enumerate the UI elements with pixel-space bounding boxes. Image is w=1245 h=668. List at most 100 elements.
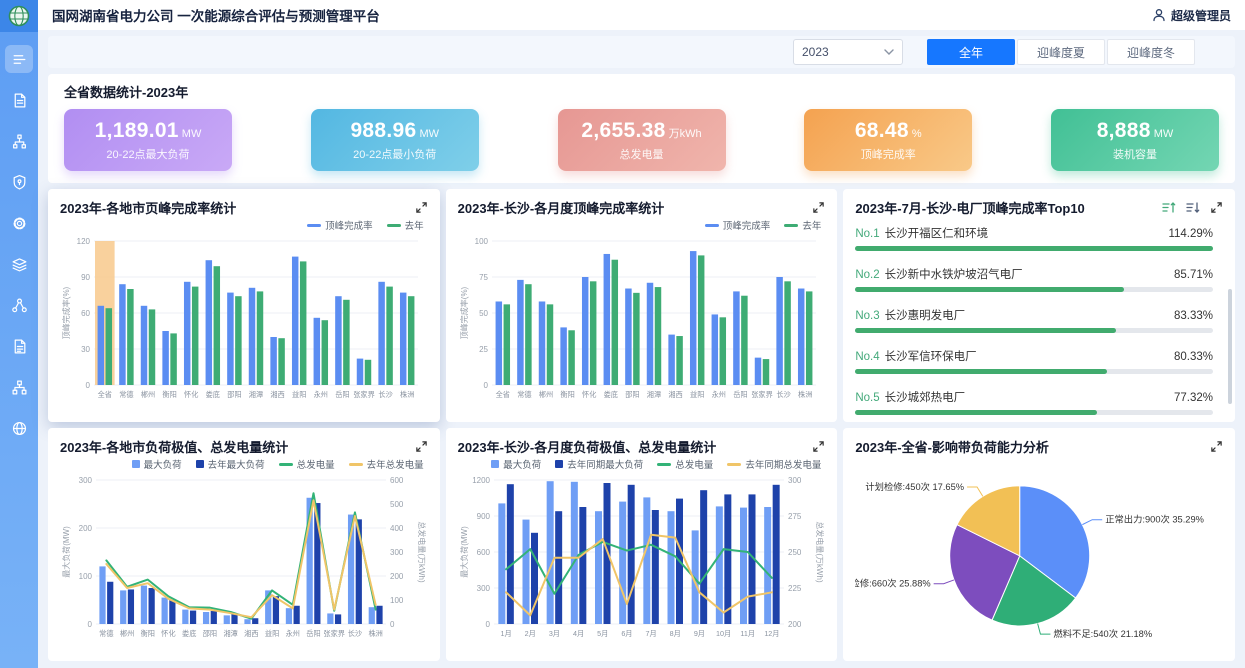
legend-item[interactable]: 去年总发电量 [348, 457, 424, 471]
svg-text:1月: 1月 [500, 629, 511, 638]
legend-item[interactable]: 总发电量 [657, 457, 713, 471]
top10-rank: No.1 [855, 228, 880, 240]
legend-item[interactable]: 去年同期最大负荷 [555, 457, 643, 471]
svg-text:100: 100 [474, 237, 488, 246]
svg-text:计划检修:450次 17.65%: 计划检修:450次 17.65% [866, 481, 965, 492]
svg-text:300: 300 [476, 584, 490, 593]
stat-label: 20-22点最小负荷 [353, 148, 437, 161]
legend-label: 去年 [802, 221, 822, 232]
svg-text:75: 75 [479, 273, 488, 282]
expand-icon[interactable] [415, 201, 428, 214]
expand-icon[interactable] [1210, 201, 1223, 214]
top10-percent: 80.33% [1173, 351, 1213, 363]
gear-icon [13, 217, 25, 229]
legend-item[interactable]: 总发电量 [278, 457, 335, 471]
svg-text:顶峰完成率(%): 顶峰完成率(%) [459, 286, 469, 339]
sidebar-item-org-chart[interactable] [5, 373, 33, 401]
expand-icon[interactable] [812, 440, 825, 453]
legend-item[interactable]: 去年 [386, 218, 424, 232]
sidebar-item-document[interactable] [5, 86, 33, 114]
svg-text:9月: 9月 [693, 629, 704, 638]
legend-label: 最大负荷 [143, 460, 182, 471]
sidebar-nav [0, 32, 38, 442]
top10-progress-fill [855, 369, 1107, 374]
legend-item[interactable]: 顶峰完成率 [704, 218, 770, 232]
expand-icon[interactable] [415, 440, 428, 453]
svg-text:275: 275 [788, 512, 802, 521]
svg-text:株洲: 株洲 [368, 629, 382, 638]
season-tab-1[interactable]: 迎峰度夏 [1017, 39, 1105, 65]
user-menu[interactable]: 超级管理员 [1152, 7, 1231, 24]
svg-text:1200: 1200 [472, 476, 490, 485]
svg-text:岳阳: 岳阳 [306, 629, 320, 638]
sort-ascending-icon[interactable] [1162, 201, 1176, 214]
svg-text:长沙: 长沙 [776, 390, 790, 399]
svg-text:张家界: 张家界 [323, 629, 345, 638]
legend-item[interactable]: 去年 [784, 218, 821, 232]
legend-item[interactable]: 最大负荷 [491, 457, 541, 471]
sidebar-item-sitemap[interactable] [5, 127, 33, 155]
filter-bar: 2023 全年 迎峰度夏 迎峰度冬 [48, 36, 1235, 68]
year-select[interactable]: 2023 [793, 39, 903, 65]
top10-progress-fill [855, 328, 1117, 333]
app-logo[interactable] [0, 0, 38, 32]
legend-marker [348, 462, 363, 466]
season-tab-0[interactable]: 全年 [927, 39, 1015, 65]
sidebar-item-file-lines[interactable] [5, 332, 33, 360]
svg-text:60: 60 [81, 309, 90, 318]
legend: 顶峰完成率 去年 [458, 218, 821, 232]
expand-icon[interactable] [812, 201, 825, 214]
legend-marker [704, 223, 719, 227]
svg-text:100: 100 [390, 596, 404, 605]
svg-text:600: 600 [476, 548, 490, 557]
svg-text:120: 120 [77, 237, 91, 246]
svg-text:衡阳: 衡阳 [560, 390, 574, 399]
sidebar-item-shield[interactable] [5, 168, 33, 196]
svg-text:怀化: 怀化 [161, 629, 175, 638]
svg-text:郴州: 郴州 [120, 629, 134, 638]
svg-text:7月: 7月 [645, 629, 656, 638]
svg-text:娄底: 娄底 [206, 390, 220, 399]
svg-text:300: 300 [788, 476, 802, 485]
svg-text:顶峰完成率(%): 顶峰完成率(%) [61, 286, 71, 339]
chevron-down-icon [884, 49, 894, 55]
svg-text:最大负荷(MW): 最大负荷(MW) [61, 526, 71, 578]
season-tab-2[interactable]: 迎峰度冬 [1107, 39, 1195, 65]
svg-text:2月: 2月 [524, 629, 535, 638]
svg-text:50: 50 [479, 309, 488, 318]
globe-icon [12, 421, 26, 435]
stat-unit: 万kWh [668, 127, 702, 140]
sidebar-item-gear[interactable] [5, 209, 33, 237]
svg-text:12月: 12月 [764, 629, 779, 638]
svg-text:400: 400 [390, 524, 404, 533]
sidebar-item-globe[interactable] [5, 414, 33, 442]
legend-label: 顶峰完成率 [325, 221, 373, 232]
stats-title: 全省数据统计-2023年 [64, 85, 189, 100]
scrollbar-thumb[interactable] [1227, 289, 1232, 404]
sort-descending-icon[interactable] [1186, 201, 1200, 214]
legend-label: 最大负荷 [503, 460, 542, 471]
legend-item[interactable]: 去年同期总发电量 [727, 457, 821, 471]
sidebar-item-menu[interactable] [5, 45, 33, 73]
svg-text:90: 90 [81, 273, 90, 282]
svg-text:300: 300 [390, 548, 404, 557]
legend-item[interactable]: 最大负荷 [131, 457, 182, 471]
year-select-value: 2023 [802, 45, 829, 59]
legend-label: 总发电量 [675, 460, 714, 471]
stat-card-4: 8,888 MW 装机容量 [1051, 109, 1219, 171]
stat-unit: % [911, 127, 922, 140]
panel-city-load: 2023年-各地市负荷极值、总发电量统计 最大负荷 去年最大负荷 总发电量 去年总发电… [48, 428, 440, 661]
expand-icon[interactable] [1210, 440, 1223, 453]
sidebar [0, 0, 38, 668]
svg-text:张家界: 张家界 [353, 390, 375, 399]
svg-text:长沙: 长沙 [378, 390, 392, 399]
sidebar-item-layers[interactable] [5, 250, 33, 278]
legend-item[interactable]: 顶峰完成率 [307, 218, 373, 232]
svg-text:10月: 10月 [716, 629, 731, 638]
top10-percent: 114.29% [1168, 228, 1213, 240]
layers-icon [12, 257, 26, 271]
sidebar-item-share-nodes[interactable] [5, 291, 33, 319]
content: 2023 全年 迎峰度夏 迎峰度冬 全省数据统计-2023年 1,189.01 MW 2… [38, 30, 1245, 668]
legend-item[interactable]: 去年最大负荷 [195, 457, 265, 471]
svg-text:怀化: 怀化 [184, 390, 198, 399]
